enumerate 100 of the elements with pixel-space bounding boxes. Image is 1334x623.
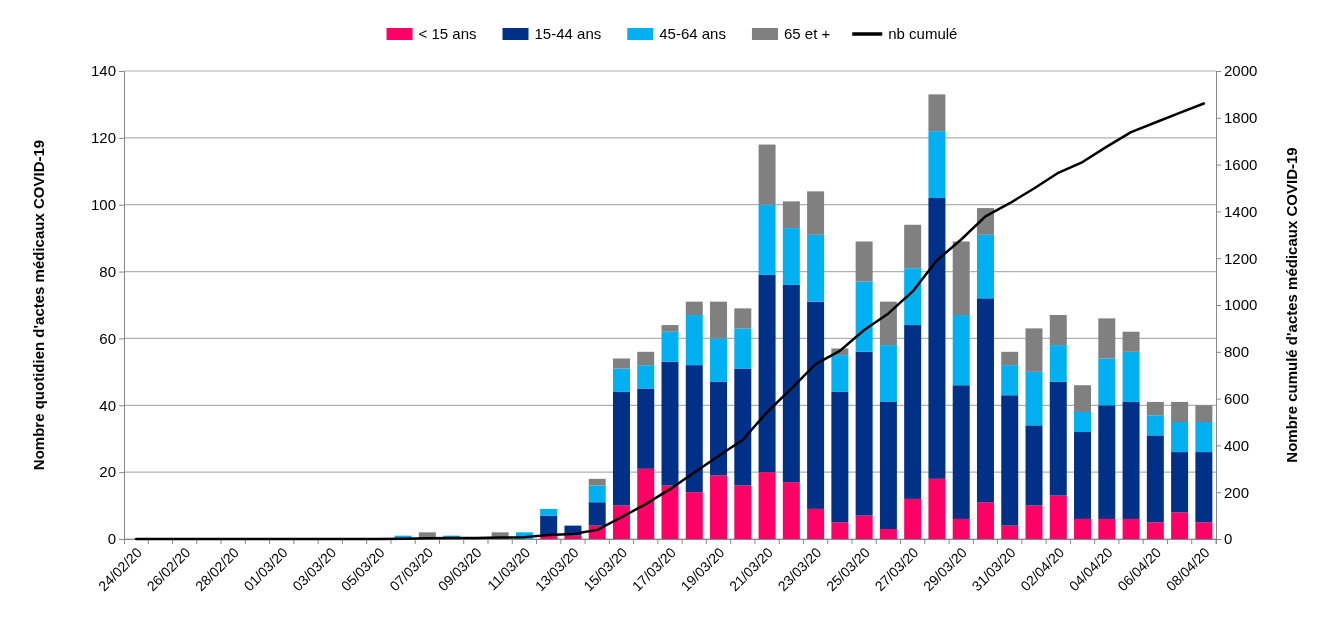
bar xyxy=(1025,505,1043,539)
bar xyxy=(588,502,606,526)
bar xyxy=(1171,512,1189,539)
y2-tick-label: 800 xyxy=(1224,343,1250,361)
y2-tick-label: 1800 xyxy=(1224,109,1258,127)
bar xyxy=(1122,401,1140,519)
bar xyxy=(1025,328,1043,372)
bar xyxy=(782,284,800,483)
bar xyxy=(904,498,922,539)
y-tick-label: 100 xyxy=(90,196,116,214)
bar xyxy=(734,368,752,486)
bar xyxy=(612,505,630,539)
legend-label: nb cumulé xyxy=(888,25,958,42)
y-tick-label: 0 xyxy=(107,530,116,548)
bar xyxy=(758,144,776,205)
bar xyxy=(1049,345,1067,382)
bar xyxy=(976,298,994,503)
bar xyxy=(685,301,703,316)
bar xyxy=(1171,401,1189,422)
bar xyxy=(1098,318,1116,359)
bar xyxy=(637,351,655,366)
bar xyxy=(758,472,776,539)
bar xyxy=(879,301,897,346)
bar xyxy=(928,131,946,199)
bar xyxy=(1049,315,1067,346)
bar xyxy=(612,368,630,392)
y-tick-label: 80 xyxy=(99,262,116,280)
legend-label: 65 et + xyxy=(783,25,831,42)
y2-tick-label: 600 xyxy=(1224,389,1250,407)
bar xyxy=(928,478,946,539)
bar xyxy=(1122,331,1140,352)
bar xyxy=(879,345,897,402)
bar xyxy=(1195,422,1213,453)
bar xyxy=(1074,385,1092,412)
bar xyxy=(1025,371,1043,426)
y-tick-label: 20 xyxy=(99,463,116,481)
bar xyxy=(928,198,946,479)
bar xyxy=(976,234,994,299)
bar xyxy=(540,508,558,516)
bar xyxy=(855,281,873,352)
bar xyxy=(1146,435,1164,523)
y2-tick-label: 400 xyxy=(1224,436,1250,454)
y2-tick-label: 1600 xyxy=(1224,155,1258,173)
bar xyxy=(904,325,922,499)
y-tick-label: 140 xyxy=(90,62,116,80)
bar xyxy=(661,325,679,332)
y2-tick-label: 1200 xyxy=(1224,249,1258,267)
bar xyxy=(952,315,970,386)
bar xyxy=(1098,358,1116,406)
bar xyxy=(710,338,728,382)
bar xyxy=(1171,452,1189,513)
bar xyxy=(734,328,752,369)
bar xyxy=(1098,518,1116,539)
bar xyxy=(1171,422,1189,453)
line-series xyxy=(134,102,1206,541)
bar xyxy=(831,522,849,539)
bar xyxy=(637,388,655,469)
y-axis-title: Nombre quotidien d'actes médicaux COVID-19 xyxy=(30,139,47,471)
bar xyxy=(1122,518,1140,539)
bar xyxy=(807,301,825,509)
bar xyxy=(782,201,800,229)
bar xyxy=(1074,432,1092,519)
bar xyxy=(831,391,849,523)
bar xyxy=(928,94,946,132)
bar xyxy=(710,381,728,476)
y-tick-label: 60 xyxy=(99,329,116,347)
bar xyxy=(685,365,703,493)
bar xyxy=(588,478,606,486)
bar xyxy=(1146,522,1164,539)
bar xyxy=(588,485,606,503)
bar xyxy=(1074,518,1092,539)
bar xyxy=(879,528,897,539)
bar xyxy=(904,224,922,269)
bar xyxy=(782,228,800,285)
bar xyxy=(612,358,630,369)
bar xyxy=(758,274,776,473)
bar xyxy=(734,485,752,539)
bar xyxy=(1195,522,1213,539)
bar xyxy=(734,308,752,329)
bar xyxy=(637,365,655,389)
bar xyxy=(1098,405,1116,519)
bar xyxy=(1025,425,1043,506)
y2-tick-label: 1000 xyxy=(1224,296,1258,314)
bar xyxy=(831,355,849,392)
bar xyxy=(1195,405,1213,422)
bar xyxy=(1001,395,1019,526)
bar xyxy=(807,191,825,235)
bar xyxy=(637,468,655,539)
legend-label: 45-64 ans xyxy=(659,25,726,42)
bar xyxy=(1074,411,1092,433)
bar xyxy=(1049,381,1067,496)
bar xyxy=(952,241,970,316)
bar xyxy=(685,492,703,539)
y-tick-label: 120 xyxy=(90,129,116,147)
bar xyxy=(855,515,873,539)
bar xyxy=(685,315,703,366)
y2-tick-label: 1400 xyxy=(1224,202,1258,220)
bar xyxy=(1001,525,1019,539)
y2-tick-label: 200 xyxy=(1224,483,1250,501)
y2-tick-label: 2000 xyxy=(1224,62,1258,80)
